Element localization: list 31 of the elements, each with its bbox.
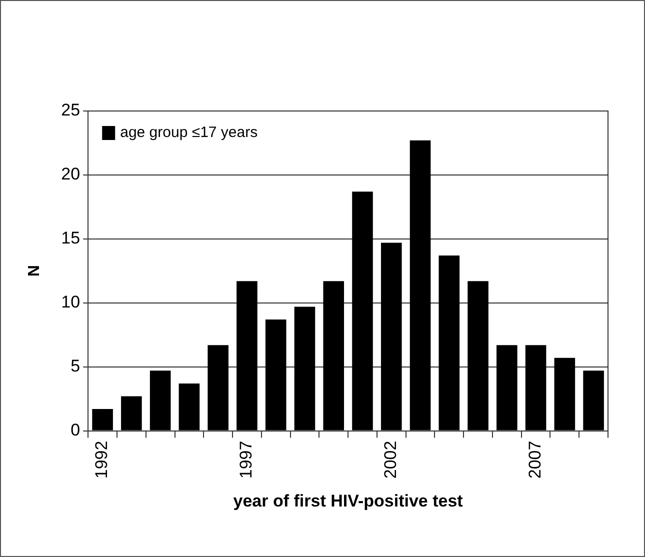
x-axis-title: year of first HIV-positive test [233, 491, 464, 510]
bar [265, 320, 286, 430]
x-tick-label: 1992 [92, 440, 112, 479]
bar [150, 370, 171, 430]
bar [468, 281, 488, 430]
x-tick-label: 2002 [381, 440, 400, 479]
y-tick-label: 5 [70, 356, 80, 376]
bar [380, 242, 402, 430]
bar [496, 345, 518, 430]
bar [438, 256, 460, 430]
y-tick-label: 20 [61, 164, 80, 184]
legend-label: age group ≤17 years [120, 124, 258, 142]
bar [410, 140, 431, 430]
y-tick-label: 25 [61, 100, 80, 120]
bar [236, 281, 258, 430]
y-tick-label: 10 [61, 292, 80, 312]
y-axis-title: N [26, 265, 44, 277]
bar [554, 358, 576, 430]
x-tick-label: 1997 [236, 440, 256, 479]
bar [294, 306, 316, 430]
bar [208, 345, 228, 430]
bar [92, 409, 113, 430]
bar [178, 383, 200, 430]
x-tick-label: 2007 [525, 440, 544, 479]
y-tick-label: 0 [70, 420, 80, 440]
bar [525, 345, 546, 430]
bar [583, 370, 604, 430]
y-tick-label: 15 [61, 228, 80, 248]
bar [323, 281, 344, 430]
bar [121, 396, 142, 430]
bar [352, 192, 373, 430]
